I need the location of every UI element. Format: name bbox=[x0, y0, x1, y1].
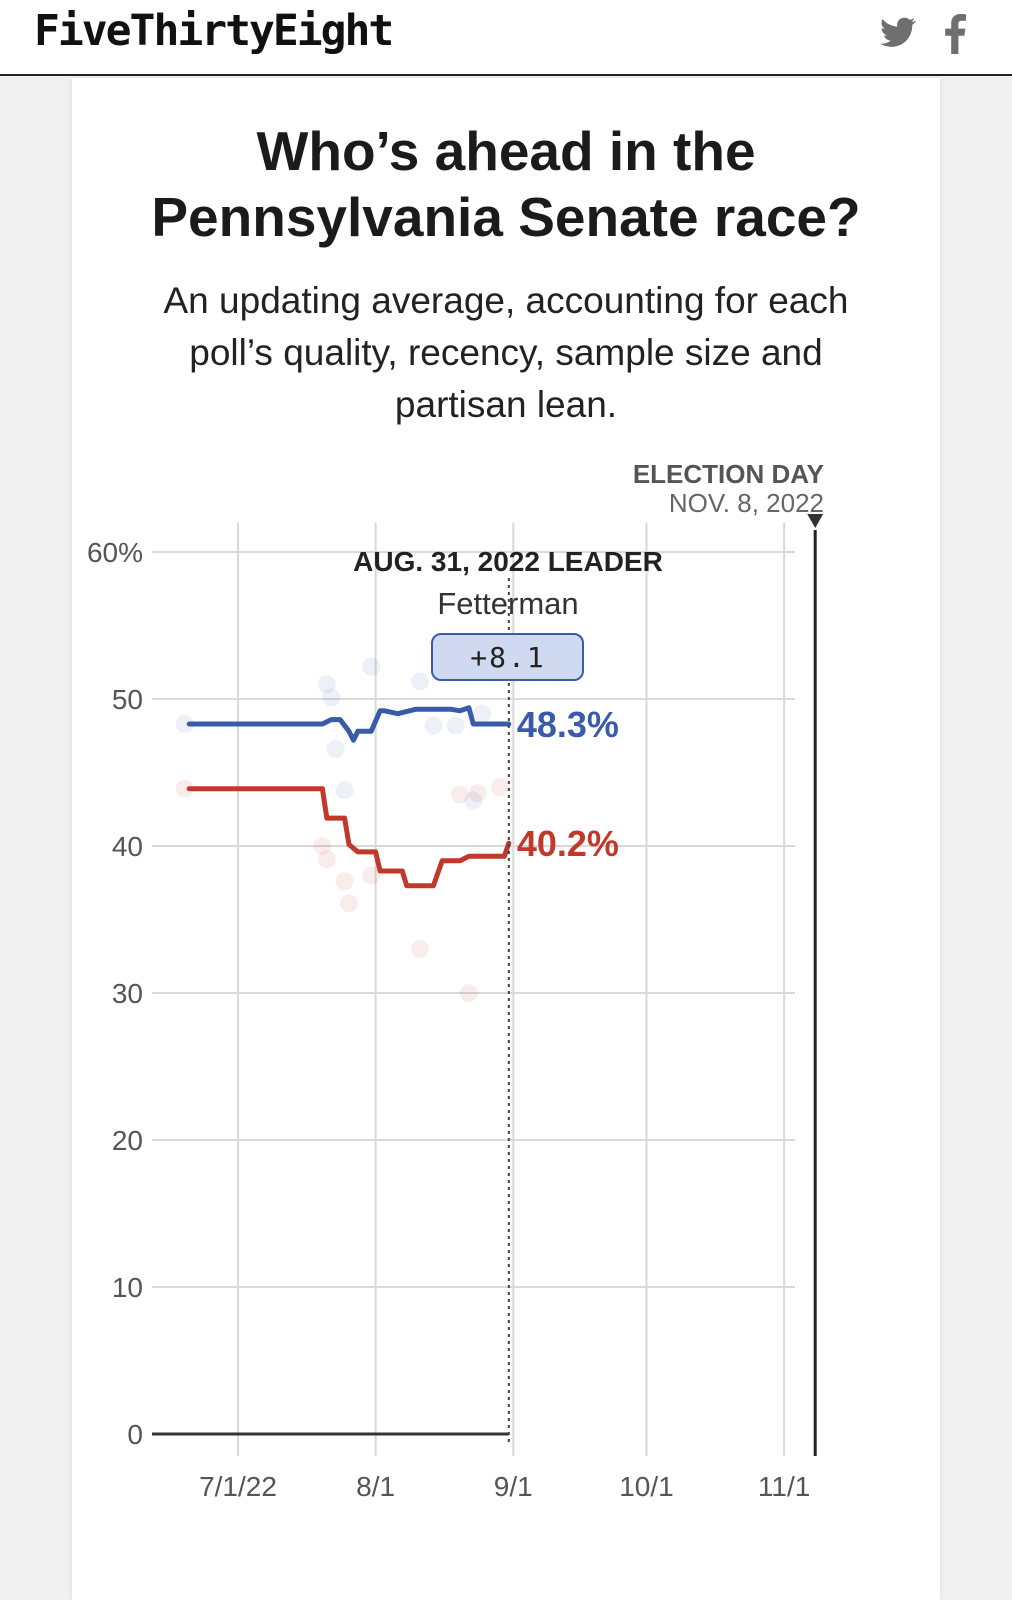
poll-dot-democrat bbox=[362, 657, 381, 676]
x-tick-label: 7/1/22 bbox=[199, 1471, 277, 1502]
poll-dot-republican bbox=[317, 850, 336, 869]
poll-dot-democrat bbox=[175, 714, 194, 733]
poll-dot-republican bbox=[335, 872, 354, 891]
chart-card bbox=[72, 78, 940, 1600]
site-logo[interactable]: FiveThirtyEight bbox=[34, 6, 394, 56]
poll-dot-republican bbox=[340, 894, 358, 913]
election-day-marker bbox=[807, 513, 824, 528]
end-value-label-democrat: 48.3% bbox=[517, 704, 619, 745]
tooltip-header: AUG. 31, 2022 LEADER bbox=[353, 546, 663, 577]
poll-dot-republican bbox=[411, 939, 430, 958]
series-line-republican bbox=[186, 786, 512, 889]
series-line-democrat bbox=[186, 705, 512, 743]
y-tick-label: 0 bbox=[127, 1419, 143, 1450]
y-tick-label: 40 bbox=[112, 831, 143, 862]
end-value-label-republican: 40.2% bbox=[517, 823, 619, 864]
y-tick-label: 30 bbox=[112, 978, 143, 1009]
poll-dot-democrat bbox=[424, 716, 443, 735]
x-tick-label: 9/1 bbox=[494, 1471, 533, 1502]
poll-dot-republican bbox=[490, 778, 509, 797]
poll-dot-democrat bbox=[326, 739, 345, 758]
poll-dot-republican bbox=[313, 837, 332, 855]
poll-dot-republican bbox=[451, 785, 469, 804]
subtitle-line-1: An updating average, accounting for each bbox=[163, 280, 849, 321]
election-day-label: ELECTION DAY bbox=[633, 459, 824, 489]
poll-dot-republican bbox=[468, 784, 487, 803]
chart-subtitle: An updating average, accounting for each… bbox=[112, 275, 900, 431]
tooltip-margin-value: +8.1 bbox=[470, 641, 545, 674]
subtitle-line-3: partisan lean. bbox=[394, 384, 618, 425]
subtitle-line-2: poll’s quality, recency, sample size and bbox=[189, 332, 823, 373]
poll-dot-republican bbox=[362, 866, 381, 885]
poll-dot-democrat bbox=[335, 781, 354, 800]
y-tick-label: 60% bbox=[87, 537, 143, 568]
title-line-1: Who’s ahead in the bbox=[256, 120, 756, 182]
facebook-icon[interactable] bbox=[944, 14, 966, 59]
tooltip-leader: Fetterman bbox=[437, 586, 578, 621]
poll-dot-republican bbox=[459, 984, 478, 1002]
poll-dot-democrat bbox=[464, 791, 483, 810]
x-tick-label: 8/1 bbox=[356, 1471, 395, 1502]
poll-dot-democrat bbox=[317, 675, 336, 694]
poll-dot-republican bbox=[175, 779, 194, 798]
tooltip-margin-badge bbox=[431, 633, 584, 681]
election-day-date: NOV. 8, 2022 bbox=[669, 488, 824, 518]
poll-dot-democrat bbox=[322, 688, 341, 707]
site-header: FiveThirtyEight bbox=[0, 0, 1012, 76]
poll-dot-democrat bbox=[411, 672, 430, 691]
title-line-2: Pennsylvania Senate race? bbox=[151, 186, 861, 248]
y-tick-label: 10 bbox=[112, 1272, 143, 1303]
x-tick-label: 11/1 bbox=[758, 1471, 810, 1502]
poll-dot-democrat bbox=[446, 716, 465, 735]
poll-dot-democrat bbox=[473, 704, 492, 723]
twitter-icon[interactable] bbox=[880, 14, 916, 55]
y-tick-label: 50 bbox=[112, 684, 143, 715]
x-tick-label: 10/1 bbox=[619, 1471, 674, 1502]
y-tick-label: 20 bbox=[112, 1125, 143, 1156]
chart-title: Who’s ahead in the Pennsylvania Senate r… bbox=[72, 118, 940, 250]
